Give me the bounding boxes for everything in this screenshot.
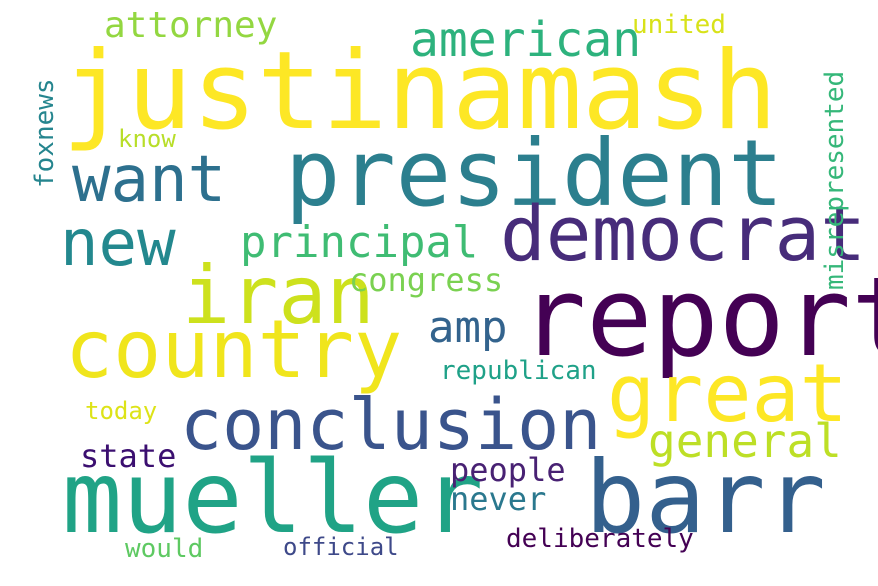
word-general: general [648, 414, 842, 468]
word-conclusion: conclusion [180, 384, 602, 466]
word-people: people [450, 451, 566, 489]
word-today: today [85, 397, 158, 425]
word-mueller: mueller [62, 439, 484, 556]
word-report: report [520, 253, 878, 381]
word-justinamash: justinamash [62, 29, 778, 154]
word-foxnews: foxnews [30, 78, 60, 188]
word-never: never [450, 480, 547, 518]
word-united: united [632, 10, 726, 40]
word-american: american [410, 12, 642, 68]
word-misrepresented: misrepresented [820, 70, 850, 290]
word-want: want [72, 143, 227, 217]
word-state: state [80, 437, 177, 475]
word-would: would [125, 534, 204, 564]
word-official: official [283, 533, 399, 561]
word-president: president [285, 120, 784, 227]
word-congress: congress [349, 261, 504, 299]
word-amp: amp [428, 302, 508, 353]
word-barr: barr [585, 439, 826, 556]
word-great: great [607, 347, 848, 440]
word-principal: principal [240, 217, 479, 268]
word-attorney: attorney [104, 5, 278, 46]
word-republican: republican [440, 356, 597, 386]
word-know: know [118, 125, 176, 153]
word-democrat: democrat [500, 189, 867, 278]
word-deliberately: deliberately [506, 524, 694, 554]
word-iran: iran [182, 249, 375, 342]
word-country: country [65, 303, 403, 396]
word-new: new [60, 207, 176, 281]
